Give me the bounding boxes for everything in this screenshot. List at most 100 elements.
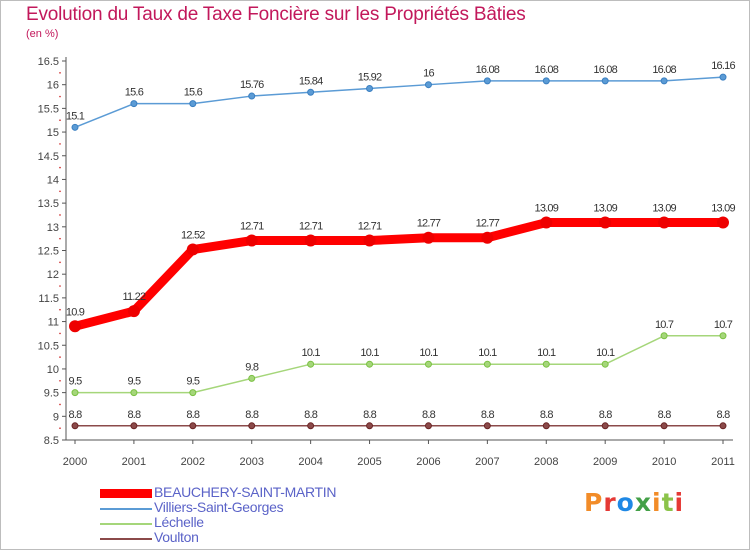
data-label-l-chelle: 10.1 <box>478 347 497 359</box>
data-label-voulton: 8.8 <box>363 409 377 421</box>
x-tick-label: 2004 <box>298 456 322 468</box>
legend-swatch-beauchery <box>100 489 152 498</box>
data-label-villiers-saint-georges: 16.08 <box>652 64 676 76</box>
y-tick-label: 16 <box>47 80 59 92</box>
data-point-l-chelle <box>307 360 315 368</box>
y-minor-tick <box>59 214 61 216</box>
series-line-l-chelle <box>74 335 724 394</box>
x-tick-label: 2011 <box>711 456 735 468</box>
data-point-l-chelle <box>483 360 491 368</box>
data-point-l-chelle <box>542 360 550 368</box>
y-axis-unit-label: (en %) <box>26 28 59 40</box>
data-point-villiers-saint-georges <box>189 100 197 108</box>
y-tick-label: 9.5 <box>44 388 59 400</box>
data-point-beauchery-saint-martin <box>658 216 671 229</box>
x-tick-label: 2006 <box>416 456 440 468</box>
y-minor-tick <box>59 143 61 145</box>
data-point-villiers-saint-georges <box>483 77 491 85</box>
data-label-l-chelle: 9.5 <box>127 376 141 388</box>
y-tick-label: 9 <box>53 411 59 423</box>
data-label-voulton: 8.8 <box>481 409 495 421</box>
series-line-beauchery-saint-martin <box>70 218 728 331</box>
y-minor-tick <box>59 190 61 193</box>
data-point-l-chelle <box>660 332 668 340</box>
data-label-villiers-saint-georges: 15.6 <box>184 87 203 99</box>
data-label-l-chelle: 9.5 <box>186 376 200 388</box>
data-label-beauchery-saint-martin: 12.77 <box>417 218 441 230</box>
data-point-beauchery-saint-martin <box>422 231 435 244</box>
y-minor-tick <box>59 95 61 98</box>
y-minor-tick <box>59 261 61 264</box>
y-tick-label: 14 <box>47 174 59 186</box>
data-point-beauchery-saint-martin <box>245 234 258 247</box>
data-label-l-chelle: 10.1 <box>360 347 379 359</box>
legend-swatch-voulton <box>100 538 152 540</box>
data-label-villiers-saint-georges: 16.08 <box>535 64 559 76</box>
logo-letter: P <box>584 488 604 517</box>
data-point-villiers-saint-georges <box>601 77 609 85</box>
data-point-voulton <box>189 422 197 430</box>
data-point-l-chelle <box>366 360 374 368</box>
y-tick-label: 8.5 <box>44 435 59 447</box>
data-point-villiers-saint-georges <box>307 88 315 96</box>
y-minor-tick <box>59 308 61 311</box>
y-tick-label: 11 <box>48 317 59 329</box>
logo-letter: t <box>661 488 675 517</box>
y-tick-label: 12.5 <box>38 246 59 258</box>
legend-label-beauchery: BEAUCHERY-SAINT-MARTIN <box>154 484 337 500</box>
x-tick-label: 2009 <box>593 456 617 468</box>
legend-label-voulton: Voulton <box>154 529 199 545</box>
data-label-beauchery-saint-martin: 12.52 <box>181 230 205 242</box>
x-tick-label: 2010 <box>652 456 676 468</box>
data-point-villiers-saint-georges <box>130 100 138 108</box>
y-minor-tick <box>59 72 61 74</box>
data-point-voulton <box>719 422 727 430</box>
y-tick-label: 10.5 <box>38 340 59 352</box>
y-minor-tick <box>59 356 61 358</box>
data-point-l-chelle <box>248 374 256 382</box>
data-point-l-chelle <box>130 389 138 397</box>
data-label-beauchery-saint-martin: 12.71 <box>358 221 382 233</box>
y-minor-tick <box>59 403 61 406</box>
data-point-villiers-saint-georges <box>542 77 550 85</box>
data-point-villiers-saint-georges <box>71 123 79 131</box>
data-label-villiers-saint-georges: 16.16 <box>711 60 735 72</box>
data-point-voulton <box>424 422 432 430</box>
proxiti-logo: Proxiti <box>584 488 684 517</box>
chart-title: Evolution du Taux de Taxe Foncière sur l… <box>26 4 526 25</box>
data-label-voulton: 8.8 <box>599 409 613 421</box>
x-tick-label: 2005 <box>357 456 381 468</box>
data-label-villiers-saint-georges: 16.08 <box>593 64 617 76</box>
data-point-villiers-saint-georges <box>366 84 374 92</box>
data-label-l-chelle: 9.5 <box>69 376 83 388</box>
y-tick-label: 14.5 <box>38 151 59 163</box>
data-label-villiers-saint-georges: 16 <box>423 68 434 80</box>
y-minor-tick <box>59 332 61 335</box>
y-tick-label: 10 <box>47 364 59 376</box>
data-label-voulton: 8.8 <box>658 409 672 421</box>
data-label-voulton: 8.8 <box>245 409 259 421</box>
data-label-villiers-saint-georges: 15.92 <box>358 71 382 83</box>
y-minor-tick <box>59 285 61 287</box>
y-tick-label: 11.5 <box>38 293 59 305</box>
y-tick-label: 13.5 <box>38 198 59 210</box>
data-point-voulton <box>483 422 491 430</box>
y-minor-tick <box>59 379 61 382</box>
data-point-beauchery-saint-martin <box>717 216 729 229</box>
y-tick-label: 16.5 <box>38 56 59 68</box>
logo-letter: o <box>616 488 635 517</box>
data-point-villiers-saint-georges <box>660 77 668 85</box>
legend-swatch-lechelle <box>100 523 152 525</box>
data-label-beauchery-saint-martin: 12.71 <box>299 221 323 233</box>
data-label-l-chelle: 10.7 <box>714 319 733 331</box>
data-point-beauchery-saint-martin <box>127 305 140 318</box>
legend-swatch-villiers <box>100 508 152 510</box>
data-label-villiers-saint-georges: 15.6 <box>125 87 144 99</box>
x-tick-label: 2007 <box>475 456 499 468</box>
data-point-villiers-saint-georges <box>424 81 432 89</box>
data-point-villiers-saint-georges <box>248 92 256 100</box>
data-point-beauchery-saint-martin <box>304 234 317 247</box>
x-tick-label: 2008 <box>534 456 558 468</box>
